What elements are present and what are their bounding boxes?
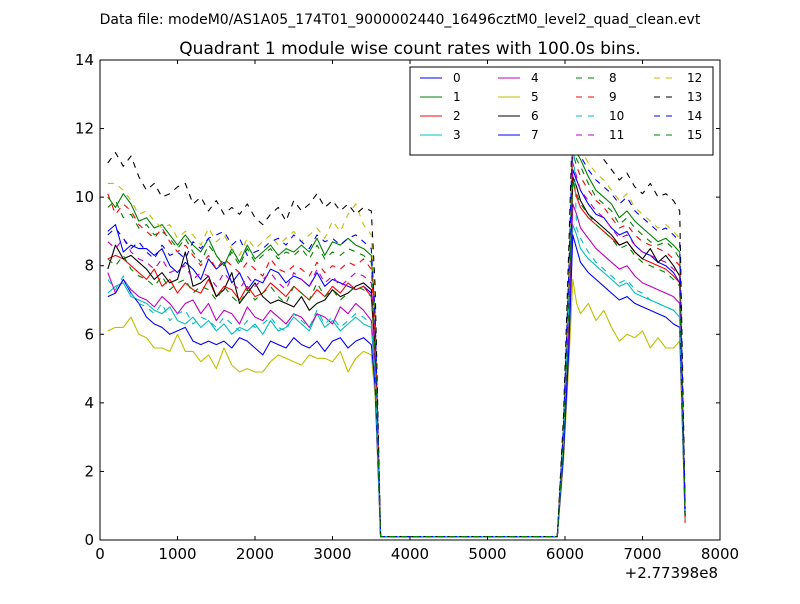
plot-frame bbox=[99, 59, 721, 541]
x-tick-label: 3000 bbox=[313, 545, 351, 563]
y-tick-label: 2 bbox=[84, 462, 94, 480]
x-tick-label: 1000 bbox=[158, 545, 196, 563]
series-line-12 bbox=[107, 121, 686, 538]
legend-label-9: 9 bbox=[609, 90, 617, 104]
legend-label-6: 6 bbox=[531, 109, 539, 123]
legend-label-14: 14 bbox=[687, 109, 702, 123]
legend-label-15: 15 bbox=[687, 128, 702, 142]
legend-label-3: 3 bbox=[453, 128, 461, 142]
series-line-8 bbox=[107, 141, 686, 538]
series-line-3 bbox=[107, 224, 686, 538]
series-line-7 bbox=[107, 234, 686, 538]
legend-frame bbox=[409, 66, 714, 156]
series-line-15 bbox=[107, 179, 686, 538]
legend-label-5: 5 bbox=[531, 90, 539, 104]
chart-suptitle: Data file: modeM0/AS1A05_174T01_90000024… bbox=[100, 12, 701, 28]
legend-label-13: 13 bbox=[687, 90, 702, 104]
legend-label-4: 4 bbox=[531, 71, 539, 85]
series-line-9 bbox=[107, 152, 686, 538]
series-line-6 bbox=[107, 176, 686, 538]
y-tick-label: 10 bbox=[75, 188, 94, 206]
x-tick-label: 7000 bbox=[623, 545, 661, 563]
x-tick-label: 0 bbox=[95, 545, 105, 563]
series-line-10 bbox=[107, 114, 686, 538]
legend-label-10: 10 bbox=[609, 109, 624, 123]
legend-label-0: 0 bbox=[453, 71, 461, 85]
x-tick-label: 4000 bbox=[391, 545, 429, 563]
chart-title: Quadrant 1 module wise count rates with … bbox=[179, 39, 640, 59]
legend-label-1: 1 bbox=[453, 90, 461, 104]
legend-label-2: 2 bbox=[453, 109, 461, 123]
y-tick-label: 0 bbox=[84, 531, 94, 549]
series-line-4 bbox=[107, 203, 686, 538]
y-tick-label: 6 bbox=[84, 325, 94, 343]
x-axis-offset-label: +2.77398e8 bbox=[625, 564, 718, 582]
legend-label-8: 8 bbox=[609, 71, 617, 85]
y-tick-label: 8 bbox=[84, 257, 94, 275]
series-line-11 bbox=[107, 162, 686, 538]
x-tick-label: 2000 bbox=[236, 545, 274, 563]
y-tick-label: 4 bbox=[84, 394, 94, 412]
x-tick-label: 6000 bbox=[546, 545, 584, 563]
series-line-1 bbox=[107, 134, 686, 538]
legend-label-11: 11 bbox=[609, 128, 624, 142]
legend-label-12: 12 bbox=[687, 71, 702, 85]
series-line-14 bbox=[107, 131, 686, 538]
x-tick-label: 8000 bbox=[701, 545, 739, 563]
y-tick-label: 14 bbox=[75, 51, 94, 69]
series-line-5 bbox=[107, 278, 686, 538]
tick-layer: 0 1000 2000 3000 4000 5000 6000 7000 80000246810… bbox=[75, 51, 739, 563]
series-layer bbox=[107, 107, 686, 538]
legend-label-7: 7 bbox=[531, 128, 539, 142]
y-tick-label: 12 bbox=[75, 120, 94, 138]
x-tick-label: 5000 bbox=[468, 545, 506, 563]
